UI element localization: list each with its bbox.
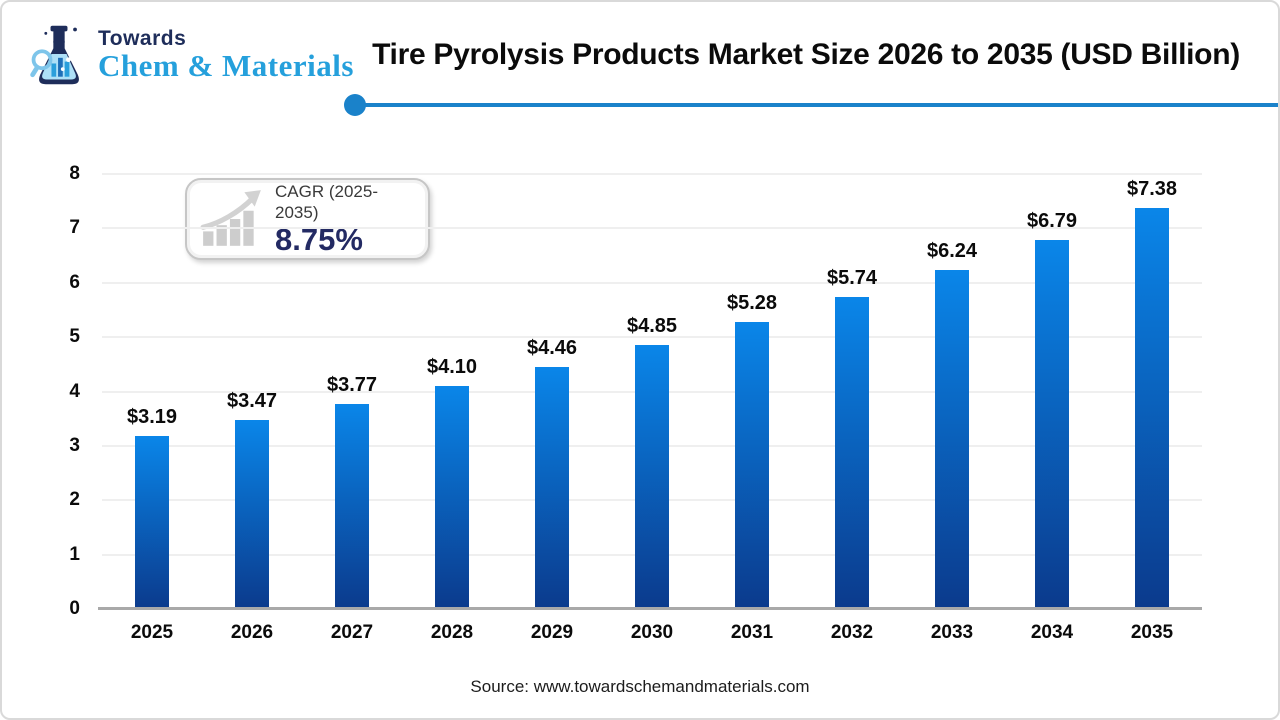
x-tick-label: 2030 (630, 622, 674, 643)
bar (735, 321, 769, 609)
y-tick-label: 1 (69, 543, 80, 565)
x-tick-label: 2026 (230, 622, 274, 643)
x-tick-label: 2034 (1030, 622, 1074, 643)
bar-value-label: $7.38 (1126, 177, 1178, 200)
brand-logo: Towards Chem & Materials (28, 22, 354, 88)
x-tick-label: 2025 (130, 622, 174, 643)
y-tick-label: 4 (69, 380, 80, 402)
x-tick-label: 2027 (330, 622, 374, 643)
bar-value-label: $5.28 (726, 291, 778, 314)
bar-value-label: $4.46 (526, 336, 578, 359)
bar (335, 404, 369, 609)
x-axis-baseline (98, 607, 1202, 610)
bar-value-label: $3.77 (326, 374, 378, 397)
bar-slot: $3.19 (102, 174, 202, 609)
bar-slot: $3.47 (202, 174, 302, 609)
y-tick-label: 5 (69, 326, 80, 348)
x-tick-label: 2028 (430, 622, 474, 643)
bar (435, 386, 469, 609)
x-tick-label: 2035 (1130, 622, 1174, 643)
bar-slot: $5.74 (802, 174, 902, 609)
title-divider-dot (344, 94, 366, 116)
bar (1035, 239, 1069, 609)
bar-value-label: $3.19 (126, 405, 178, 428)
bar-slot: $7.38 (1102, 174, 1202, 609)
bar-slot: $5.28 (702, 174, 802, 609)
source-attribution: Source: www.towardschemandmaterials.com (470, 677, 810, 696)
bar-slot: $4.85 (602, 174, 702, 609)
y-tick-label: 6 (69, 271, 80, 293)
bar-value-label: $4.85 (626, 315, 678, 338)
bar-chart-plot-area: $3.19 $3.47 $3.77 $4.10 $4.46 $4.85 $5.28 $5.74… (98, 173, 1202, 610)
title-divider-line (355, 103, 1278, 107)
cagr-label: CAGR (2025-2035) (275, 181, 378, 222)
bar-value-label: $6.24 (926, 239, 978, 262)
logo-text-chem-materials: Chem & Materials (98, 47, 354, 83)
bar (635, 345, 669, 609)
logo-text-towards: Towards (98, 26, 187, 50)
bar-slot: $6.24 (902, 174, 1002, 609)
y-tick-label: 2 (69, 489, 80, 511)
x-tick-label: 2033 (930, 622, 974, 643)
gridline (102, 336, 1202, 339)
y-tick-label: 0 (69, 598, 80, 619)
bar-slot: $4.46 (502, 174, 602, 609)
y-tick-label: 7 (69, 217, 80, 239)
bar-value-label: $6.79 (1026, 209, 1078, 232)
bar (935, 269, 969, 609)
bar-value-label: $5.74 (826, 266, 878, 289)
cagr-badge: CAGR (2025-2035) 8.75% (185, 178, 430, 260)
bar-value-label: $3.47 (226, 390, 278, 413)
x-tick-label: 2031 (730, 622, 774, 643)
x-tick-label: 2029 (530, 622, 574, 643)
gridline (102, 281, 1202, 284)
bar-value-label: $4.10 (426, 356, 478, 379)
y-tick-label: 3 (69, 434, 80, 456)
x-axis-labels: 2025 2026 2027 2028 2029 2030 2031 2032 2033 2034… (102, 622, 1202, 644)
bar-slot: $3.77 (302, 174, 402, 609)
x-tick-label: 2032 (830, 622, 874, 643)
gridline (102, 173, 1202, 175)
bar-slot: $6.79 (1002, 174, 1102, 609)
bar-slot: $4.10 (402, 174, 502, 609)
bar (235, 420, 269, 609)
bar (1135, 207, 1169, 609)
y-tick-label: 8 (69, 163, 80, 184)
flask-logo-icon (30, 25, 79, 85)
brand-logo-text: Towards Chem & Materials (98, 26, 354, 83)
bar (135, 435, 169, 609)
gridline (102, 227, 1202, 230)
bars-layer: $3.19 $3.47 $3.77 $4.10 $4.46 $4.85 $5.28 $5.74… (102, 174, 1202, 609)
bar (535, 366, 569, 609)
page-title: Tire Pyrolysis Products Market Size 2026… (372, 38, 1240, 71)
bar (835, 296, 869, 609)
